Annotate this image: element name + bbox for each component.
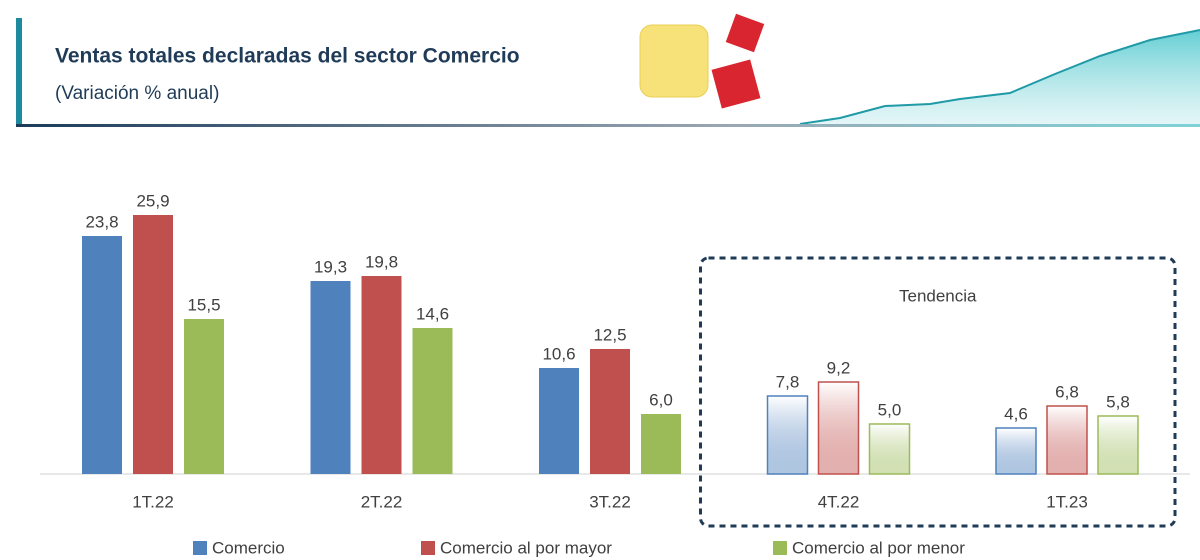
data-label: 9,2 xyxy=(827,358,851,377)
header-rule xyxy=(16,124,1200,127)
header-accent xyxy=(16,18,22,126)
subtitle: (Variación % anual) xyxy=(55,83,219,104)
legend-label: Comercio al por menor xyxy=(792,538,965,557)
bar xyxy=(184,319,224,474)
bar xyxy=(133,215,173,474)
bar xyxy=(868,423,911,475)
bar xyxy=(82,236,122,474)
bar xyxy=(539,368,579,474)
data-label: 6,0 xyxy=(649,390,673,409)
bar xyxy=(641,414,681,474)
highlight-label: Tendencia xyxy=(899,286,977,305)
bar xyxy=(412,328,453,474)
dice-icon xyxy=(711,59,761,109)
bar xyxy=(361,276,402,474)
x-tick-label: 1T.22 xyxy=(132,492,174,511)
legend-swatch xyxy=(193,541,207,555)
chart: Tendencia 1T.22 23,8 25,9 15,5 2T.22 19,3 19,8 1… xyxy=(40,191,1190,557)
legend-swatch xyxy=(421,541,435,555)
header-wave xyxy=(800,30,1200,126)
x-tick-label: 3T.22 xyxy=(589,492,631,511)
legend-label: Comercio xyxy=(212,538,285,557)
header-trend xyxy=(799,29,1200,125)
data-label: 12,5 xyxy=(593,325,626,344)
dice-icon xyxy=(725,13,765,53)
data-label: 6,8 xyxy=(1055,382,1079,401)
x-tick-label: 2T.22 xyxy=(361,492,403,511)
bar xyxy=(1046,405,1088,475)
data-label: 25,9 xyxy=(136,191,169,210)
bar xyxy=(817,381,860,475)
bar xyxy=(590,349,630,474)
legend-label: Comercio al por mayor xyxy=(440,538,612,557)
highlight-box xyxy=(699,256,1177,528)
data-label: 10,6 xyxy=(542,344,575,363)
data-label: 7,8 xyxy=(776,372,800,391)
title: Ventas totales declaradas del sector Com… xyxy=(55,45,520,68)
x-tick-label: 1T.23 xyxy=(1046,492,1088,511)
data-label: 5,0 xyxy=(878,400,902,419)
bar xyxy=(1097,415,1139,475)
data-label: 5,8 xyxy=(1106,392,1130,411)
data-label: 19,8 xyxy=(365,252,398,271)
data-label: 23,8 xyxy=(85,212,118,231)
data-label: 14,6 xyxy=(416,304,449,323)
bar xyxy=(766,395,809,475)
calendar-icon xyxy=(639,24,709,98)
legend-swatch xyxy=(773,541,787,555)
data-label: 19,3 xyxy=(314,257,347,276)
x-tick-label: 4T.22 xyxy=(818,492,860,511)
data-label: 15,5 xyxy=(187,295,220,314)
data-label: 4,6 xyxy=(1004,404,1028,423)
bar xyxy=(995,427,1037,475)
bar xyxy=(310,281,351,474)
